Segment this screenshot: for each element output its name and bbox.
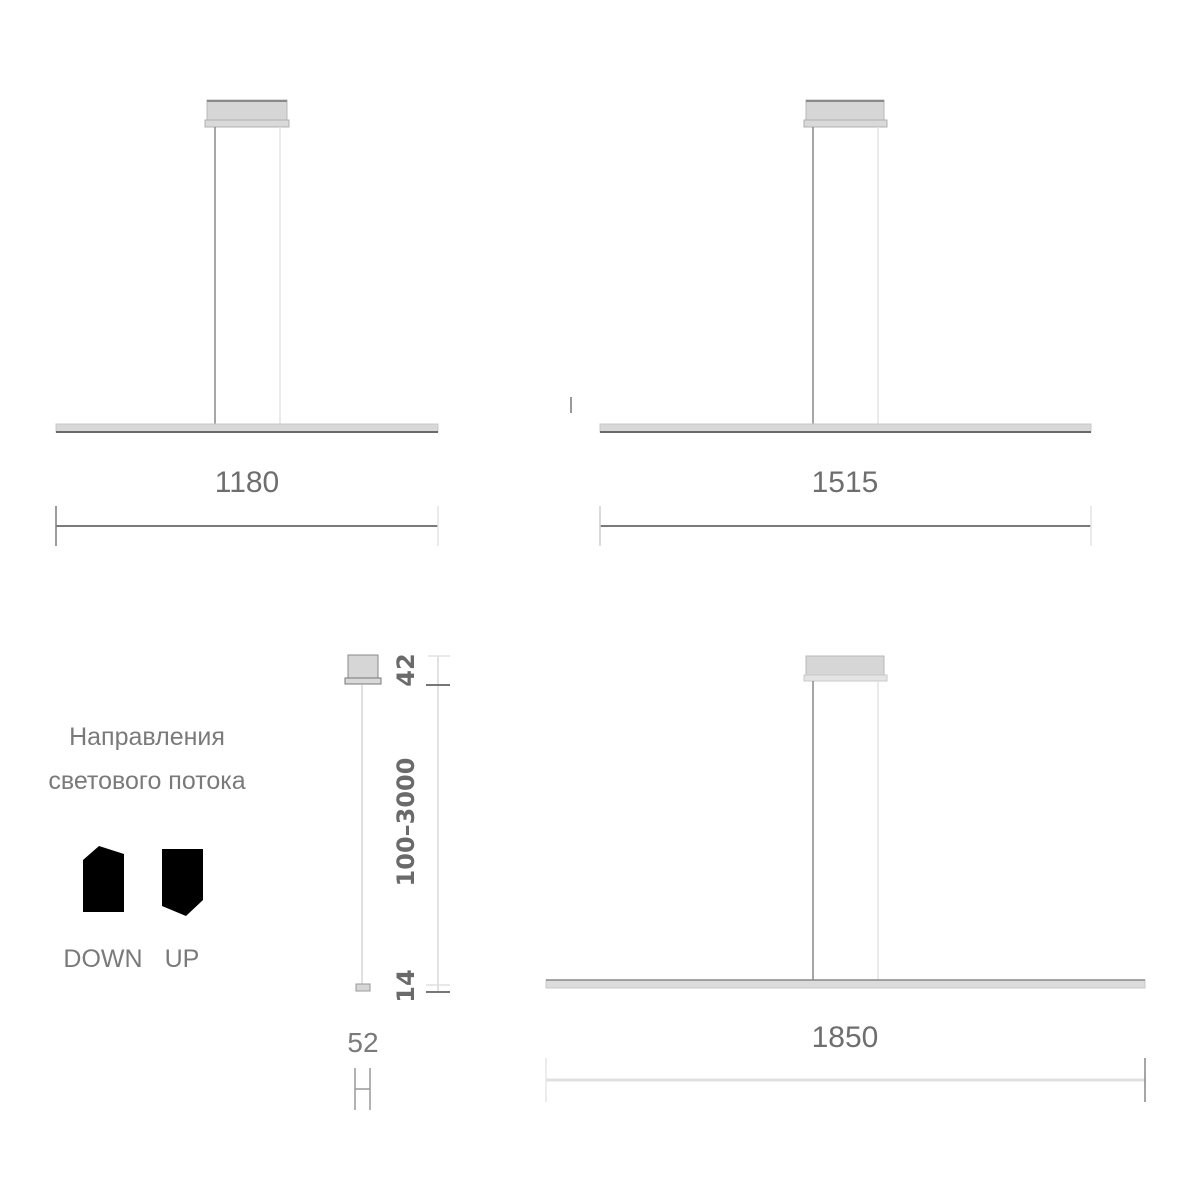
light-bar: [599, 423, 1092, 433]
canopy: [206, 99, 288, 122]
legend-title-line1: Направления: [69, 723, 225, 751]
canopy-plate: [344, 677, 382, 685]
up-direction-icon: [162, 849, 203, 916]
side-view: 52 42 100–3000 14: [344, 653, 450, 1110]
suspension-range-label: 100–3000: [392, 758, 420, 887]
canopy-plate: [204, 119, 290, 128]
up-label: UP: [165, 945, 200, 973]
canopy-plate: [803, 119, 888, 128]
length-label: 1850: [812, 1021, 879, 1054]
light-bar: [55, 423, 439, 433]
profile: [355, 983, 371, 992]
light-bar: [545, 979, 1146, 989]
canopy: [347, 654, 379, 680]
legend-title-line2: светового потока: [48, 767, 245, 795]
length-label: 1515: [812, 466, 879, 499]
canopy: [805, 655, 885, 677]
profile-height-label: 14: [392, 969, 420, 1002]
light-direction-legend: Направления светового потока DOWN UP: [48, 723, 245, 973]
canopy-plate: [803, 674, 888, 682]
lamp-1515: 1515: [570, 99, 1092, 546]
down-direction-icon: [83, 846, 124, 912]
canopy: [805, 99, 885, 122]
lamp-1850: 1850: [545, 655, 1146, 1102]
profile-width-label: 52: [347, 1027, 378, 1058]
canopy-height-label: 42: [392, 653, 420, 686]
length-label: 1180: [215, 466, 280, 499]
down-label: DOWN: [63, 945, 142, 973]
height-dimension-line: [426, 655, 450, 993]
profile-width-bracket: [354, 1068, 371, 1110]
lamp-1180: 1180: [55, 99, 439, 546]
